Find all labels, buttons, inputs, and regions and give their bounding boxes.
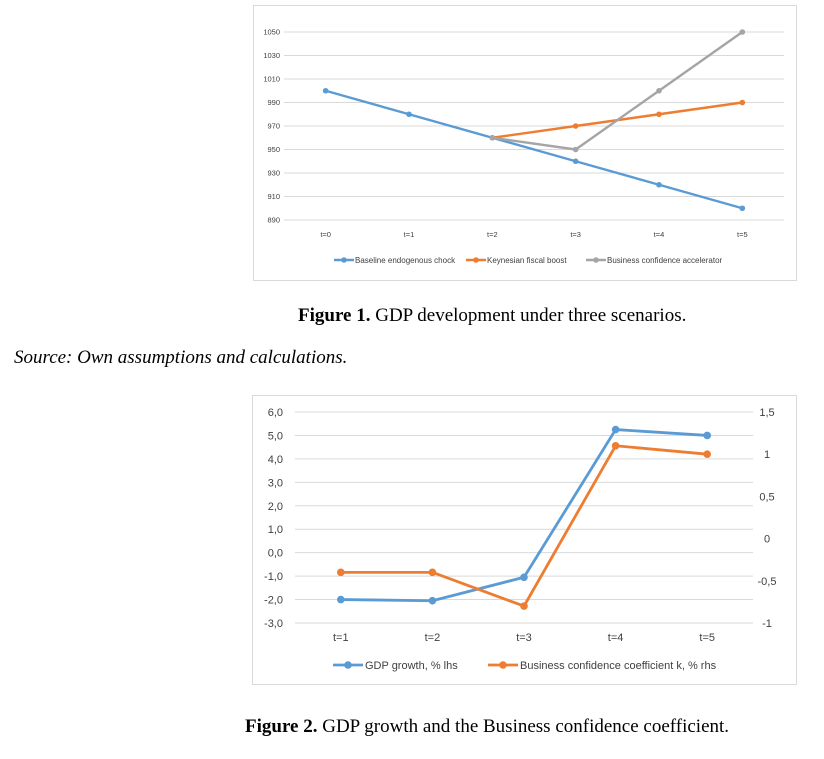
legend-marker xyxy=(593,257,599,263)
x-tick-label: t=4 xyxy=(654,230,665,239)
data-point xyxy=(739,99,746,106)
legend-entry: GDP growth, % lhs xyxy=(365,660,458,672)
x-tick-label: t=0 xyxy=(320,230,331,239)
legend-entry: Business confidence coefficient k, % rhs xyxy=(520,660,717,672)
x-tick-label: t=2 xyxy=(425,632,441,644)
x-tick-label: t=1 xyxy=(333,632,349,644)
figure-1-caption-text: GDP development under three scenarios. xyxy=(370,305,687,326)
series-line-3 xyxy=(492,31,744,151)
data-point xyxy=(656,181,662,188)
y-tick-label: 1030 xyxy=(263,51,280,60)
y-tick-label: 2,0 xyxy=(268,501,283,513)
data-point xyxy=(611,425,620,434)
data-point xyxy=(337,568,345,577)
x-tick-label: t=5 xyxy=(737,230,748,239)
y-tick-label: 970 xyxy=(267,122,280,131)
y-tick-label: 1010 xyxy=(263,75,280,84)
y-tick-label: 5,0 xyxy=(268,430,283,442)
legend-marker xyxy=(499,661,507,669)
data-point xyxy=(428,568,437,577)
data-point xyxy=(406,111,412,118)
data-point xyxy=(739,29,746,35)
figure-1-plot: 1050 1030 1010 990 970 950 930 910 890 t=0 t=1 t=2 t… xyxy=(263,28,784,265)
figure-2-plot: 6,0 5,0 4,0 3,0 2,0 1,0 0,0 -1,0 -2,0 -3,0 1,5 1 0,5… xyxy=(264,407,777,672)
y-tick-label: 990 xyxy=(267,98,280,107)
x-tick-label: t=3 xyxy=(516,632,532,644)
data-point xyxy=(611,441,620,450)
legend-marker xyxy=(344,661,352,669)
data-point xyxy=(428,596,437,605)
y-tick-label: 1050 xyxy=(263,28,280,37)
y2-tick-label: 1,5 xyxy=(759,407,774,419)
y-tick-label: 890 xyxy=(267,216,280,225)
data-point xyxy=(703,431,711,440)
y-tick-label: 0,0 xyxy=(268,548,283,560)
y-tick-label: -3,0 xyxy=(264,618,283,630)
data-point xyxy=(572,123,579,129)
x-tick-label: t=2 xyxy=(487,230,498,239)
data-point xyxy=(572,158,579,165)
data-point xyxy=(337,595,345,604)
y-tick-label: 1,0 xyxy=(268,524,283,536)
data-point xyxy=(572,146,579,153)
x-tick-label: t=4 xyxy=(608,632,624,644)
figure-1-chart: 1050 1030 1010 990 970 950 930 910 890 t=0 t=1 t=2 t… xyxy=(253,5,797,281)
y2-tick-label: 0 xyxy=(764,534,770,546)
figure-1-caption: Figure 1. GDP development under three sc… xyxy=(298,305,686,327)
legend-entry: Business confidence accelerator xyxy=(607,256,723,265)
figure-1-label: Figure 1. xyxy=(298,305,371,326)
figure-2-label: Figure 2. xyxy=(245,716,318,737)
data-point xyxy=(656,111,662,118)
data-point xyxy=(520,573,528,582)
figure-2-caption: Figure 2. GDP growth and the Business co… xyxy=(245,716,729,738)
y-tick-label: -1,0 xyxy=(264,571,283,583)
y2-tick-label: 1 xyxy=(764,449,770,461)
figure-2-chart: 6,0 5,0 4,0 3,0 2,0 1,0 0,0 -1,0 -2,0 -3,0 1,5 1 0,5… xyxy=(252,395,797,685)
y-tick-label: 950 xyxy=(267,145,280,154)
legend-marker xyxy=(473,257,479,263)
x-tick-label: t=5 xyxy=(699,632,715,644)
data-point xyxy=(489,134,496,141)
y-tick-label: 930 xyxy=(267,169,280,178)
data-point xyxy=(703,450,711,458)
y-tick-label: -2,0 xyxy=(264,595,283,607)
y-tick-label: 4,0 xyxy=(268,454,283,466)
data-point xyxy=(656,87,662,94)
y2-tick-label: 0,5 xyxy=(759,491,774,503)
series-line-2 xyxy=(340,444,708,608)
legend-marker xyxy=(341,257,347,263)
x-tick-label: t=3 xyxy=(570,230,581,239)
y-tick-label: 910 xyxy=(267,192,280,201)
y2-tick-label: -1 xyxy=(762,618,772,630)
y2-tick-label: -0,5 xyxy=(758,576,777,588)
y-tick-label: 3,0 xyxy=(268,477,283,489)
series-line-1 xyxy=(325,89,743,210)
figure-2-caption-text: GDP growth and the Business confidence c… xyxy=(317,716,730,737)
x-tick-label: t=1 xyxy=(404,230,415,239)
data-point xyxy=(739,205,746,212)
data-point xyxy=(322,87,329,94)
legend-entry: Keynesian fiscal boost xyxy=(487,256,567,265)
source-note: Source: Own assumptions and calculations… xyxy=(14,347,348,368)
legend-entry: Baseline endogenous chock xyxy=(355,256,456,265)
y-tick-label: 6,0 xyxy=(268,407,283,419)
data-point xyxy=(520,602,528,610)
